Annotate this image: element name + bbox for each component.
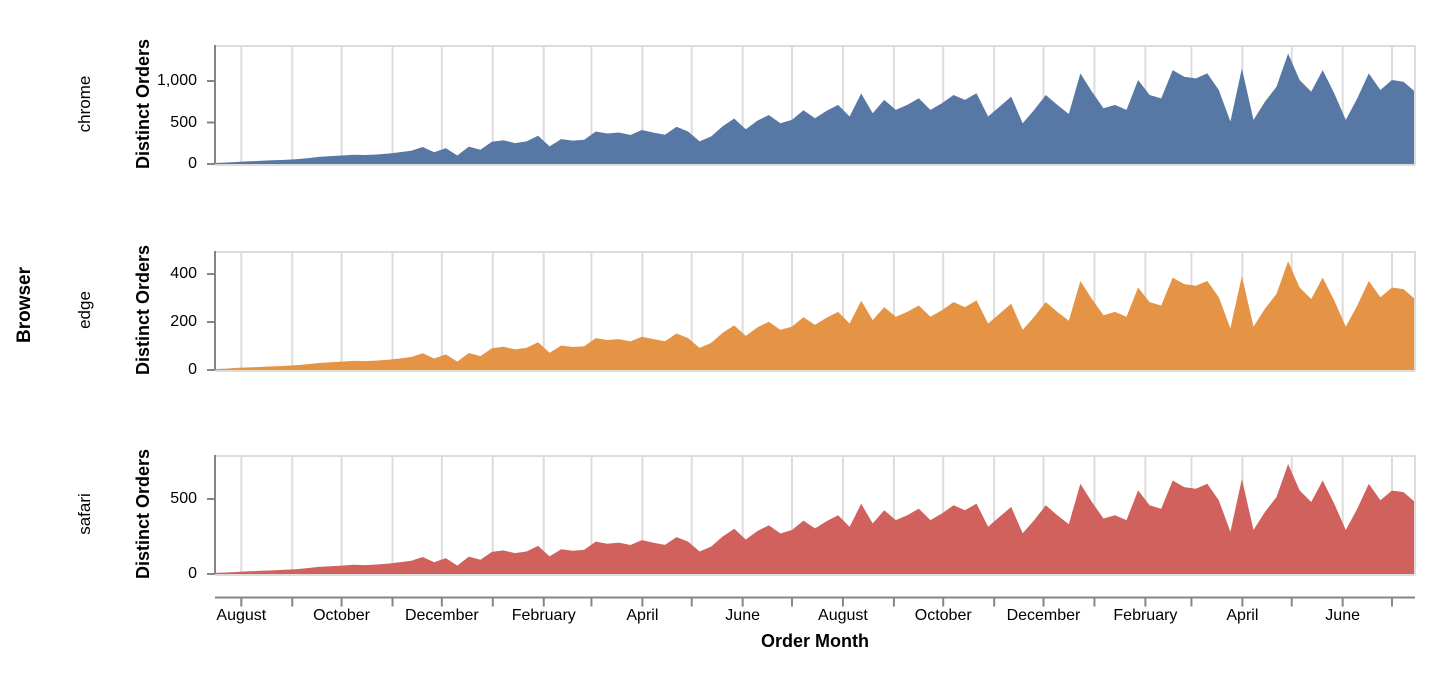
x-axis-title: Order Month [761, 631, 869, 651]
x-tick-label: June [1325, 607, 1360, 624]
x-tick-label: April [626, 607, 659, 624]
y-tick-label: 0 [188, 361, 197, 378]
facet-plot-edge [207, 251, 1417, 377]
facet-plot-chrome [207, 45, 1417, 171]
x-tick-label: October [914, 607, 972, 624]
x-tick-label: December [404, 607, 479, 624]
facet-plot-safari [207, 455, 1417, 581]
y-axis-title-safari: Distinct Orders [133, 448, 153, 580]
x-tick-label: December [1006, 607, 1081, 624]
x-tick-label: August [818, 607, 868, 624]
facet-svg-safari [207, 455, 1416, 576]
y-tick-label: 1,000 [156, 72, 197, 89]
x-tick-label: February [1113, 607, 1178, 624]
y-tick-label: 400 [170, 265, 197, 283]
facet-row-title: Browser [14, 266, 35, 344]
y-tick-label: 500 [170, 489, 197, 507]
x-tick-label: April [1226, 607, 1259, 624]
facet-svg-edge [207, 251, 1416, 372]
x-tick-label: June [725, 607, 760, 624]
y-tick-label: 200 [170, 313, 197, 331]
facet-label-safari: safari [75, 493, 94, 535]
y-tick-label: 0 [188, 155, 197, 172]
x-tick-label: August [216, 607, 267, 624]
x-axis-svg [215, 596, 1415, 607]
x-tick-label: October [313, 607, 371, 624]
area-safari [215, 464, 1415, 574]
y-tick-label: 0 [188, 565, 197, 582]
facet-svg-chrome [207, 45, 1416, 166]
x-axis [207, 596, 1417, 615]
area-edge [215, 261, 1415, 370]
x-tick-label: February [511, 607, 576, 624]
y-tick-label: 500 [170, 113, 197, 131]
area-chrome [215, 53, 1415, 164]
